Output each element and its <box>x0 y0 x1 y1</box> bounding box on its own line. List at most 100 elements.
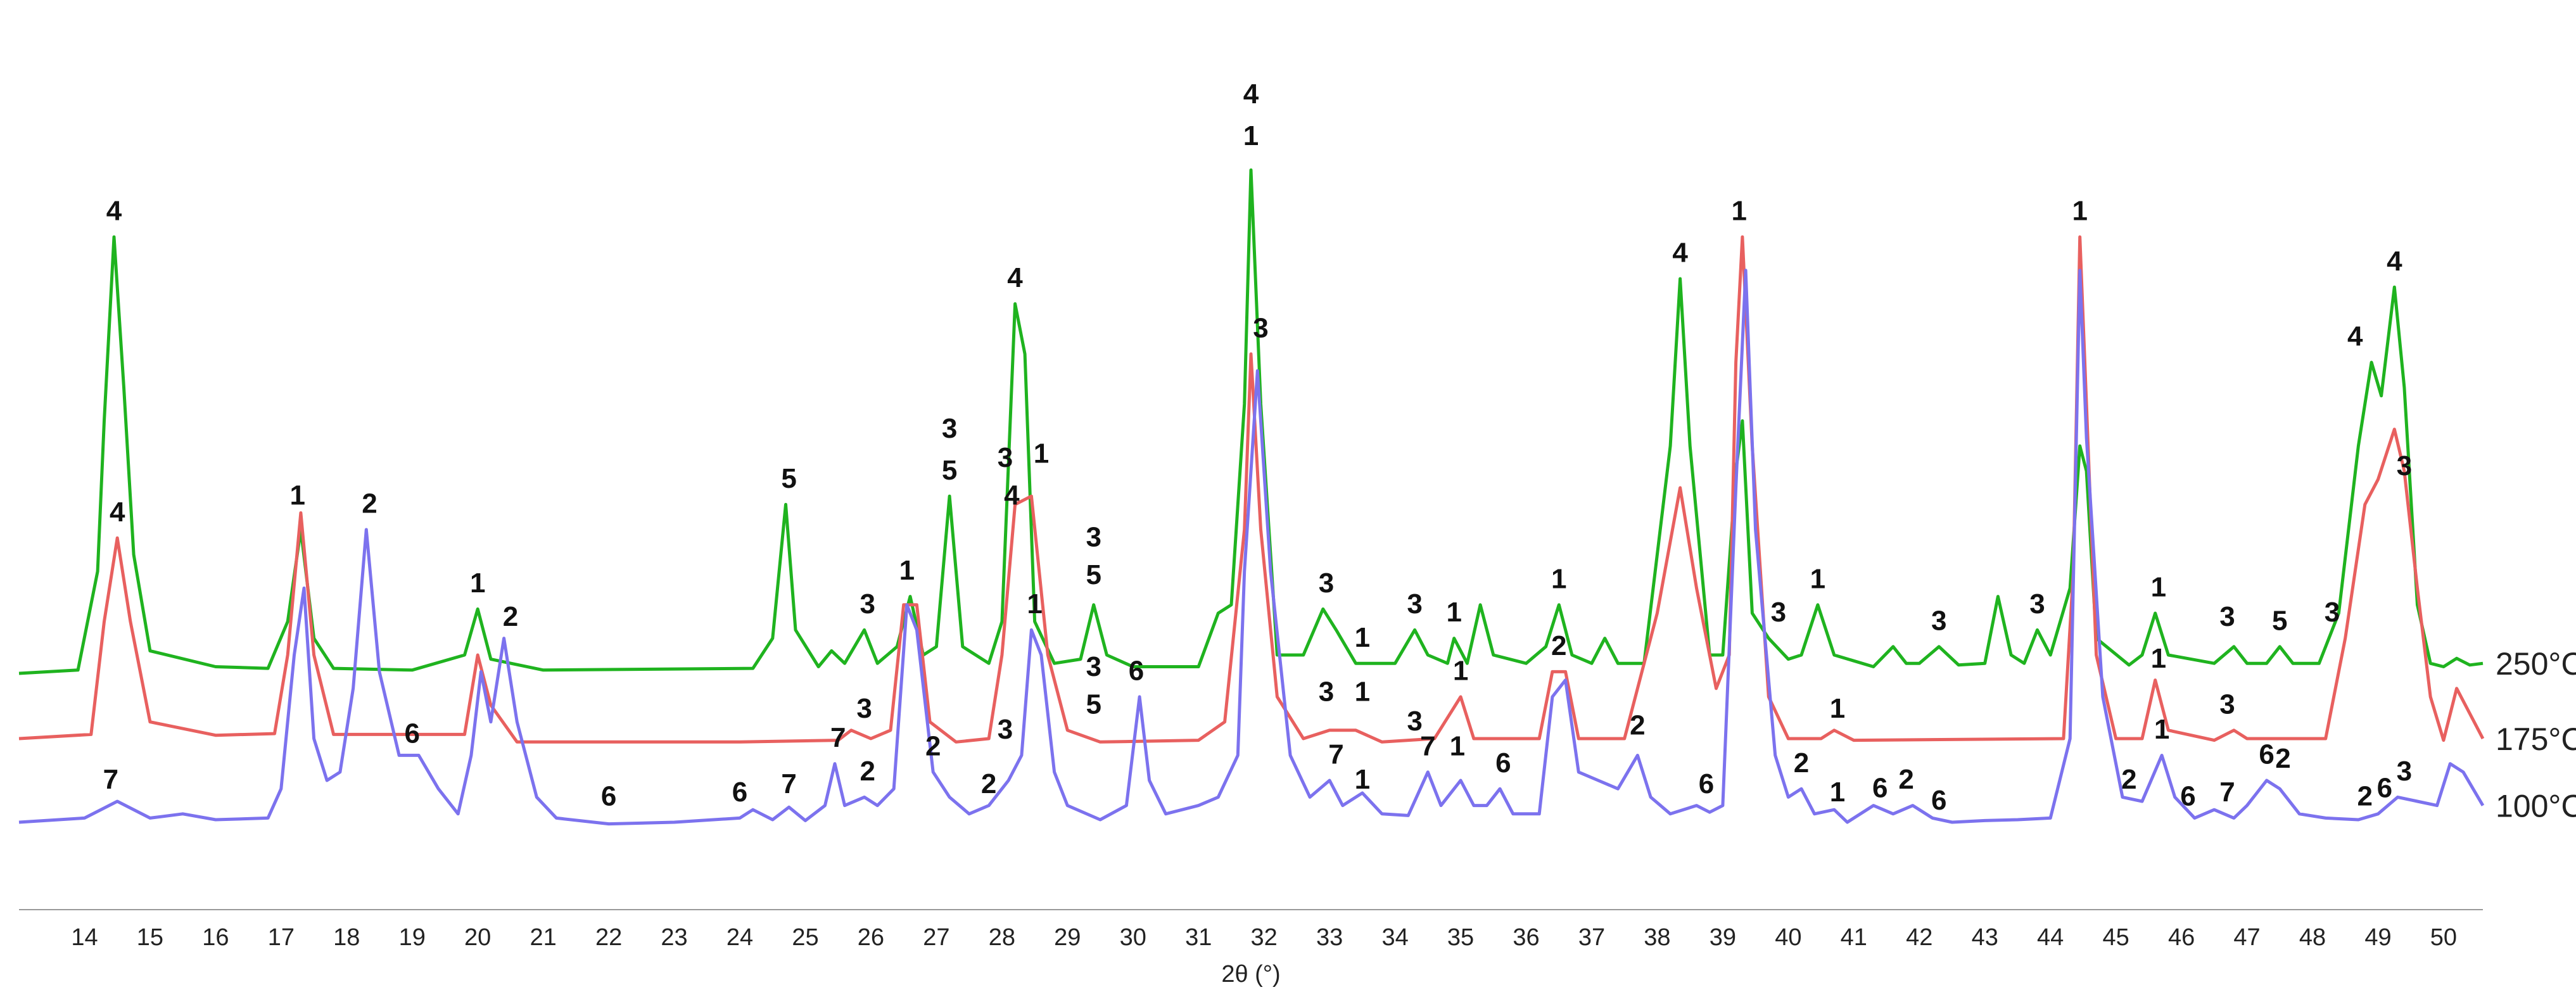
peak-annotation: 2 <box>925 730 941 761</box>
series-label-2: 100°C <box>2496 789 2576 824</box>
peak-annotation: 3 <box>2397 756 2412 787</box>
x-tick-label: 49 <box>2364 924 2391 951</box>
peak-annotation: 1 <box>2151 572 2166 603</box>
peak-annotation: 1 <box>1810 563 1825 594</box>
peak-annotation: 3 <box>1407 588 1422 620</box>
peak-annotation: 1 <box>2151 643 2166 674</box>
x-tick-label: 18 <box>333 924 360 951</box>
peak-annotation: 1 <box>1355 764 1370 795</box>
peak-annotation: 2 <box>503 601 518 632</box>
peak-annotation: 3 <box>2397 450 2412 481</box>
peak-annotation: 2 <box>362 488 377 519</box>
peak-annotation: 1 <box>1034 438 1049 469</box>
peak-annotation: 3 <box>860 588 875 620</box>
x-tick-label: 15 <box>137 924 163 951</box>
peak-annotation: 3 <box>1319 568 1334 599</box>
peak-annotation: 3 <box>1319 677 1334 708</box>
peak-annotation: 1 <box>1830 777 1845 808</box>
x-tick-label: 38 <box>1644 924 1670 951</box>
peak-annotation: 7 <box>781 768 796 799</box>
x-tick-label: 45 <box>2102 924 2129 951</box>
peak-annotation: 6 <box>601 781 616 812</box>
peak-annotation: 2 <box>2275 743 2290 774</box>
x-tick-label: 33 <box>1316 924 1343 951</box>
x-tick-label: 26 <box>858 924 884 951</box>
peak-annotation: 7 <box>2219 777 2235 808</box>
peak-annotation: 5 <box>1086 559 1101 590</box>
peak-annotation: 6 <box>2180 781 2195 812</box>
series-line-2 <box>18 269 2485 826</box>
peak-annotation: 3 <box>998 442 1013 473</box>
x-tick-label: 22 <box>595 924 622 951</box>
peak-annotation: 7 <box>1420 730 1435 761</box>
peak-annotation: 3 <box>1086 521 1101 552</box>
x-tick-label: 23 <box>661 924 687 951</box>
peak-annotation: 3 <box>2219 689 2235 720</box>
peak-annotation: 1 <box>1732 196 1747 227</box>
x-tick-label: 35 <box>1447 924 1474 951</box>
peak-annotation: 1 <box>899 555 915 586</box>
series-line-0 <box>18 168 2484 675</box>
x-tick-label: 40 <box>1775 924 1801 951</box>
x-tick-label: 28 <box>989 924 1015 951</box>
peak-annotation: 4 <box>1243 79 1259 110</box>
x-tick-label: 17 <box>268 924 295 951</box>
peak-annotation: 2 <box>981 768 996 799</box>
x-tick-label: 43 <box>1972 924 1998 951</box>
peak-annotation: 7 <box>1328 739 1343 770</box>
x-tick-label: 36 <box>1513 924 1539 951</box>
peak-annotation: 2 <box>1898 764 1913 795</box>
peak-annotation: 2 <box>860 756 875 787</box>
peak-annotation: 5 <box>781 463 796 494</box>
peak-annotation: 7 <box>103 764 118 795</box>
peak-annotation: 3 <box>856 693 872 724</box>
peak-annotation: 6 <box>2377 772 2392 803</box>
peak-annotation: 1 <box>2072 196 2087 227</box>
peak-annotation: 6 <box>405 718 420 749</box>
peak-annotation: 6 <box>1495 747 1511 779</box>
peak-annotation: 1 <box>1453 656 1468 687</box>
x-tick-label: 47 <box>2233 924 2260 951</box>
peak-annotation: 2 <box>1551 630 1566 661</box>
peak-annotation: 3 <box>2029 588 2045 620</box>
peak-annotation: 1 <box>1551 563 1566 594</box>
peak-annotation: 5 <box>942 455 957 486</box>
peak-annotation: 5 <box>1086 689 1101 720</box>
x-tick-label: 31 <box>1185 924 1212 951</box>
peak-annotation: 2 <box>2357 781 2373 812</box>
peak-annotation: 3 <box>1931 605 1946 636</box>
peak-annotation: 3 <box>1407 706 1422 737</box>
x-tick-label: 14 <box>71 924 98 951</box>
x-tick-label: 39 <box>1710 924 1736 951</box>
peak-annotation: 3 <box>1253 312 1268 343</box>
peak-annotation: 4 <box>1004 480 1020 511</box>
x-tick-label: 37 <box>1578 924 1605 951</box>
series-layer <box>18 168 2485 826</box>
peak-annotation: 3 <box>2219 601 2235 632</box>
peak-annotation: 6 <box>1931 785 1946 816</box>
series-label-0: 250°C <box>2496 646 2576 682</box>
x-tick-label: 42 <box>1906 924 1932 951</box>
x-tick-label: 21 <box>530 924 557 951</box>
peak-annotation: 4 <box>2387 246 2402 277</box>
peak-annotation: 7 <box>830 722 846 753</box>
peak-annotation: 6 <box>1699 768 1714 799</box>
peak-annotation: 2 <box>1794 747 1809 779</box>
x-tick-label: 19 <box>399 924 426 951</box>
peak-annotation: 3 <box>1771 597 1786 628</box>
peak-annotation: 1 <box>1355 622 1370 653</box>
x-axis-ticks: 14 15 16 17 18 19 20 21 22 23 24 25 26 27 28 29 30 31 32 33… <box>71 924 2457 951</box>
x-tick-label: 16 <box>202 924 229 951</box>
peak-annotation: 4 <box>1007 262 1023 293</box>
peak-annotation: 6 <box>1872 772 1888 803</box>
x-tick-label: 48 <box>2299 924 2326 951</box>
peak-annotation: 2 <box>2121 764 2136 795</box>
peak-annotation: 1 <box>1446 597 1461 628</box>
peak-annotation: 4 <box>2347 321 2363 352</box>
x-tick-label: 34 <box>1381 924 1408 951</box>
peak-annotation: 3 <box>998 714 1013 745</box>
x-axis-title: 2θ (°) <box>1221 961 1280 988</box>
